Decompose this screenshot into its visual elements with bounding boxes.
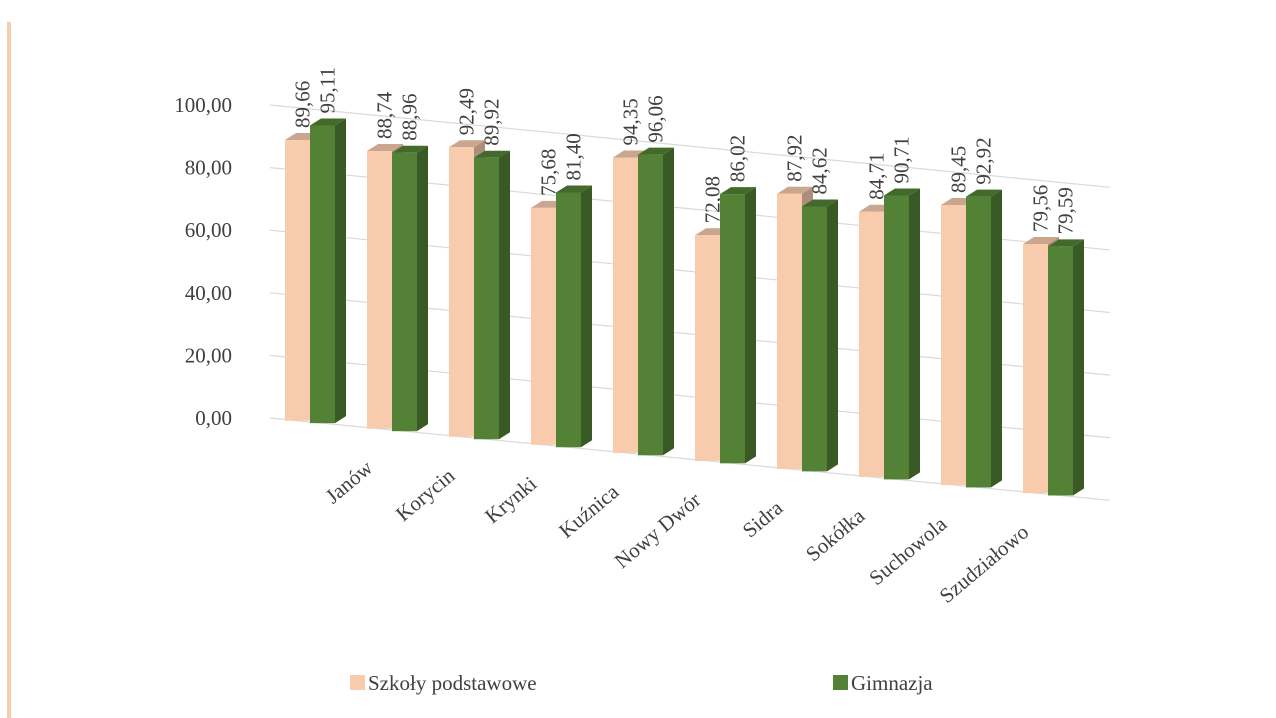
y-tick-label: 60,00 [185,218,232,242]
page-border [7,22,11,718]
bar-top [367,143,403,151]
value-label: 84,71 [865,153,889,200]
bar-side [991,189,1002,488]
value-label: 89,92 [480,99,504,146]
bar-side [909,188,920,480]
bar [859,211,884,477]
bar-side [1073,239,1084,496]
bar [884,195,909,480]
value-label: 79,56 [1029,185,1053,232]
value-label: 79,59 [1054,187,1078,234]
legend-swatch [833,675,848,690]
bar [392,152,417,432]
bar [941,205,966,485]
value-label: 87,92 [783,134,807,181]
bar-top [1023,236,1059,244]
y-tick-label: 0,00 [195,406,232,430]
value-label: 88,74 [373,91,397,139]
x-tick-label: Korycin [391,463,460,526]
bar [1023,243,1048,494]
bar-side [335,118,346,424]
bar-top [474,150,510,158]
bar-top [392,145,428,153]
bar [474,157,499,440]
bar-side [663,147,674,456]
value-label: 88,96 [398,93,422,140]
bar [695,235,720,461]
bar-side [417,145,428,432]
bar [966,196,991,488]
x-tick-label: Sokółka [801,503,870,566]
value-label: 89,45 [947,146,971,193]
y-tick-label: 80,00 [185,156,232,180]
bar-top [310,118,346,126]
legend-label: Gimnazja [851,671,933,695]
x-tick-label: Krynki [480,471,541,528]
bar [720,194,745,464]
bar-side [745,187,756,464]
bar [556,192,581,448]
value-label: 94,35 [619,98,643,145]
value-label: 81,40 [562,133,586,180]
x-tick-label: Nowy Dwór [610,488,705,573]
x-tick-label: Suchowola [864,511,951,590]
value-label: 75,68 [537,149,561,196]
bar-top [1048,239,1084,247]
bar [802,206,827,472]
bar [638,154,663,456]
bar-top [802,199,838,207]
legend-swatch [350,675,365,690]
bar [367,150,392,429]
bar [310,125,335,424]
bar [613,157,638,453]
x-tick-label: Janów [321,455,378,508]
bar [285,140,310,421]
x-tick-label: Szudziałowo [935,520,1034,608]
bar [449,147,474,437]
y-tick-label: 100,00 [174,93,232,117]
value-label: 89,66 [291,81,315,128]
value-label: 86,02 [726,135,750,182]
value-label: 90,71 [890,136,914,183]
bar-top [449,140,485,148]
bar [1048,246,1073,496]
value-label: 96,06 [644,95,668,142]
y-tick-label: 20,00 [185,343,232,367]
value-label: 92,49 [455,88,479,135]
bar-top [638,147,674,155]
value-label: 95,11 [316,67,340,113]
bar-side [827,199,838,472]
x-tick-label: Sidra [738,495,788,542]
y-tick-label: 40,00 [185,281,232,305]
bar-side [581,185,592,448]
legend-label: Szkoły podstawowe [368,671,537,695]
bar-top [556,185,592,193]
bar [777,193,802,469]
bar-top [720,187,756,195]
bar [531,207,556,445]
x-tick-label: Kuźnica [554,479,624,543]
legend: Szkoły podstawowe Gimnazja [350,671,933,695]
value-label: 84,62 [808,147,832,194]
bar-top [884,188,920,196]
bar-top [777,186,813,194]
grid-line [269,104,1111,188]
bar-side [499,150,510,440]
bar-top [966,189,1002,197]
value-label: 92,92 [972,137,996,184]
